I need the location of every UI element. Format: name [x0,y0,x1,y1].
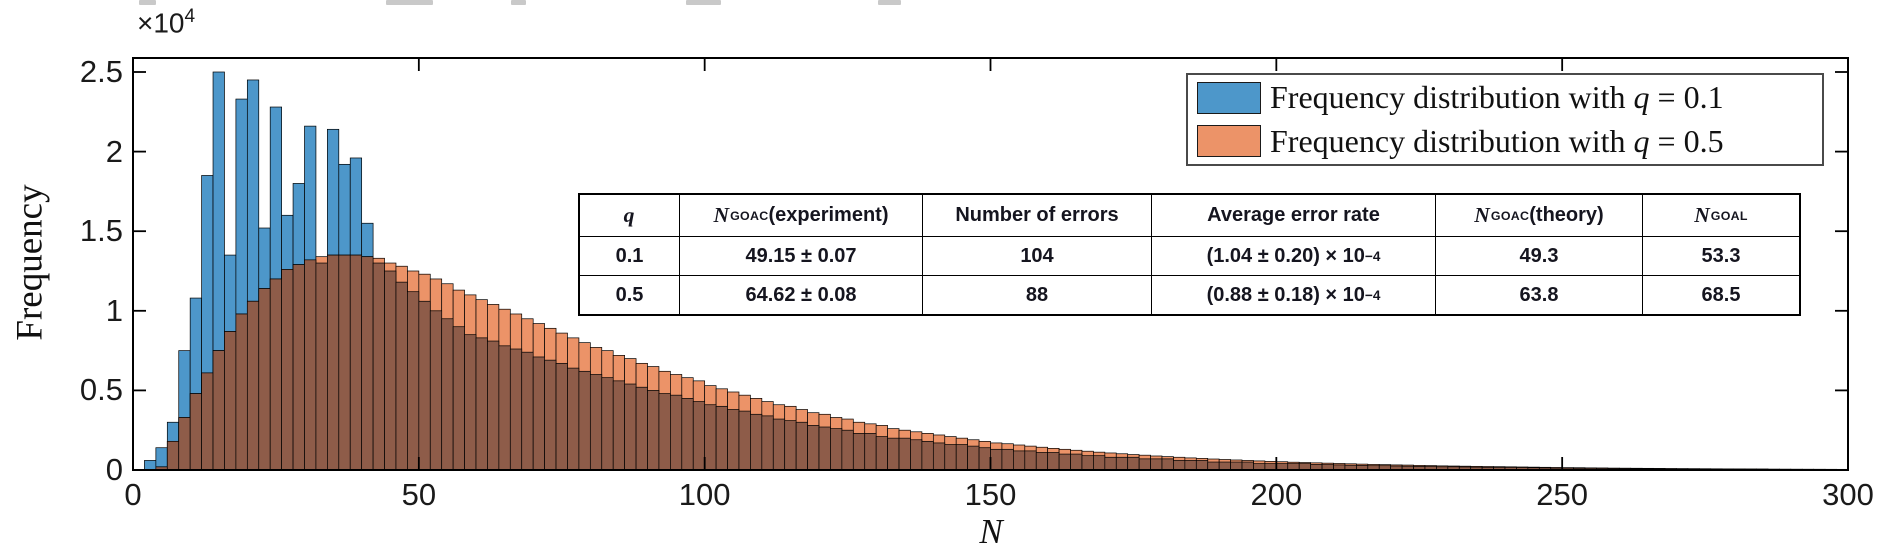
x-tick-label: 150 [964,477,1017,512]
table-cell: (1.04 ± 0.20) × 10 −4 [1152,237,1436,276]
cropped-text-fragment [686,0,721,5]
table-cell: 0.5 [580,276,680,314]
results-table: q N GOAC (experiment) Number of errors Avera… [578,193,1801,316]
legend-entry: Frequency distribution with q = 0.1 [1188,77,1822,119]
y-tick-label: 0 [105,452,123,487]
y-axis-title: Frequency [9,184,51,341]
table-header-cell: N GOAL [1643,195,1799,237]
y-tick-label: 2 [105,133,123,169]
x-tick-label: 100 [678,477,731,512]
legend-box: Frequency distribution with q = 0.1 Frequ… [1186,73,1824,166]
table-header-cell: N GOAC (theory) [1436,195,1643,237]
table-header-cell: Average error rate [1152,195,1436,237]
legend-label: Frequency distribution with q = 0.5 [1270,122,1724,159]
axes-box [132,57,1849,471]
table-header-cell: q [580,195,680,237]
bars-overlap [155,254,1849,471]
table-cell: 104 [923,237,1152,276]
cropped-text-fragment [139,0,156,5]
y-tick-label: 1 [105,292,123,328]
table-cell: 49.3 [1436,237,1643,276]
x-tick-label: 200 [1250,477,1303,512]
legend-entry: Frequency distribution with q = 0.5 [1188,120,1822,162]
table-cell: 0.1 [580,237,680,276]
table-cell: 49.15 ± 0.07 [680,237,923,276]
y-tick-label: 1.5 [79,213,123,249]
y-tick-label: 2.5 [79,54,123,89]
x-tick-label: 0 [124,477,142,512]
legend-label: Frequency distribution with q = 0.1 [1270,79,1724,116]
legend-swatch [1197,125,1261,158]
legend-swatch [1197,81,1261,114]
table-cell: 64.62 ± 0.08 [680,276,923,314]
x-axis-title: N [979,512,1003,551]
table-header-cell: Number of errors [923,195,1152,237]
table-cell: 68.5 [1701,283,1741,306]
table-cell: (0.88 ± 0.18) × 10 −4 [1152,276,1436,314]
y-axis-exponent-label: ×104 [137,6,196,39]
cropped-text-fragment [878,0,901,5]
table-header-cell: N GOAC (experiment) [680,195,923,237]
y-tick-label: 0.5 [79,372,123,408]
x-tick-label: 250 [1536,477,1589,512]
table-cell: 63.8 [1436,276,1643,314]
x-tick-label: 300 [1822,477,1874,512]
x-tick-label: 50 [401,477,437,512]
cropped-text-fragment [511,0,526,5]
table-cell: 88 [923,276,1152,314]
cropped-text-fragment [386,0,433,5]
table-cell: 53.3 [1643,237,1799,276]
